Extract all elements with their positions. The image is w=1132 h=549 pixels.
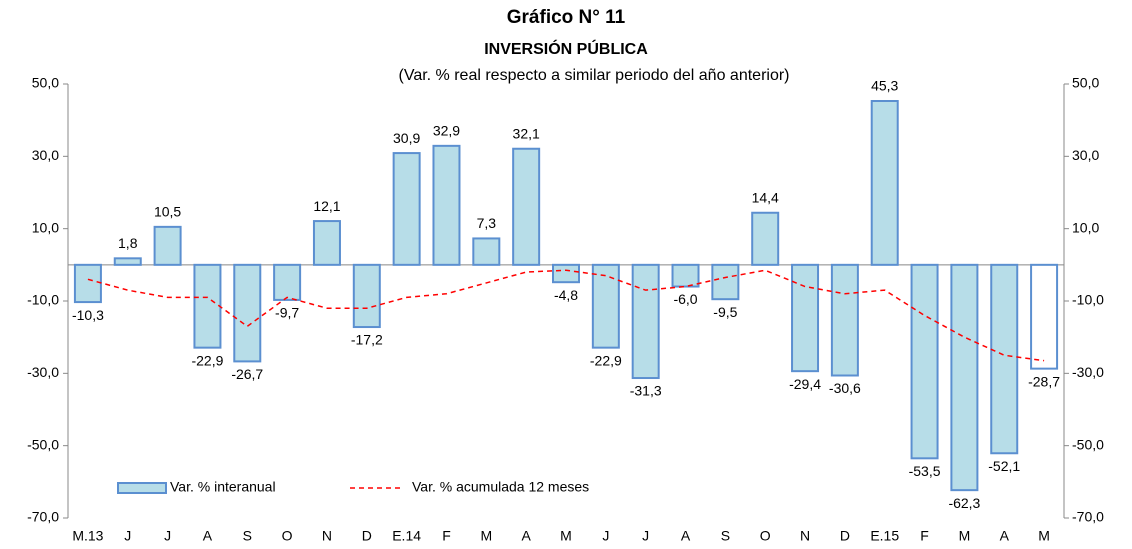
x-tick-label: A [1000,528,1010,544]
bar [910,263,939,460]
x-tick-label: E.15 [870,528,899,544]
bar [352,263,381,329]
x-tick-label: E.14 [392,528,421,544]
y-tick-label: 10,0 [32,219,59,235]
value-label: 7,3 [477,215,497,231]
bar [671,263,700,288]
x-tick-label: J [642,528,649,544]
bar [273,263,302,301]
y-tick-label: -10,0 [27,292,59,308]
value-label: -9,5 [713,304,737,320]
value-label: 1,8 [118,235,138,251]
value-label: -22,9 [191,352,223,368]
bar [392,152,421,266]
value-label: -30,6 [829,380,861,396]
x-tick-label: N [800,528,810,544]
value-label: 32,1 [513,125,540,141]
value-label: -62,3 [948,495,980,511]
x-tick-label: M [560,528,572,544]
x-tick-label: J [164,528,171,544]
value-label: -9,7 [275,305,299,321]
value-label: 30,9 [393,130,420,146]
value-label: 12,1 [313,198,340,214]
legend-label: Var. % acumulada 12 meses [412,479,589,495]
bar [950,263,979,492]
bar [312,220,341,266]
legend-swatch [117,482,167,494]
x-tick-label: J [602,528,609,544]
bar [432,144,461,266]
bar [233,263,262,363]
bar [791,263,820,373]
x-tick-label: M [480,528,492,544]
value-label: -53,5 [909,463,941,479]
y2-tick-label: -50,0 [1072,436,1104,452]
x-tick-label: D [840,528,850,544]
bar [552,263,580,284]
bar [830,263,859,377]
y-tick-label: -30,0 [27,364,59,380]
y-tick-label: 50,0 [32,75,59,91]
x-tick-label: S [721,528,730,544]
line [87,269,1045,362]
y-tick-label: -70,0 [27,509,59,525]
chart-subtitle: INVERSIÓN PÚBLICA [484,39,648,58]
bar [631,263,660,380]
y-tick-label: 30,0 [32,147,59,163]
chart-title: Gráfico N° 11 [507,7,626,28]
x-tick-label: D [362,528,372,544]
y2-tick-label: -10,0 [1072,292,1104,308]
x-tick-label: F [920,528,929,544]
x-tick-label: J [124,528,131,544]
value-label: -31,3 [630,383,662,399]
bar [512,147,541,266]
value-label: -26,7 [231,366,263,382]
value-label: 45,3 [871,78,898,94]
value-label: -29,4 [789,376,821,392]
x-tick-label: O [760,528,771,544]
legend-label: Var. % interanual [170,479,276,495]
y2-tick-label: 30,0 [1072,147,1099,163]
value-label: -17,2 [351,332,383,348]
x-tick-label: M [959,528,971,544]
bar [193,263,222,349]
value-label: -4,8 [554,287,578,303]
bar [1030,263,1059,370]
value-label: 32,9 [433,123,460,139]
x-tick-label: M [1038,528,1050,544]
y2-tick-label: -70,0 [1072,509,1104,525]
bar [990,263,1019,455]
bar [153,225,182,266]
value-label: -6,0 [673,291,697,307]
x-tick-label: A [521,528,531,544]
x-tick-label: F [442,528,451,544]
x-tick-label: M.13 [72,528,103,544]
bar [472,237,501,266]
y2-tick-label: -30,0 [1072,364,1104,380]
bar [870,99,899,266]
y-tick-label: -50,0 [27,436,59,452]
x-tick-label: O [282,528,293,544]
x-tick-label: S [243,528,252,544]
bar [591,263,620,349]
x-tick-label: A [203,528,213,544]
value-label: -52,1 [988,458,1020,474]
value-label: -28,7 [1028,373,1060,389]
y2-tick-label: 10,0 [1072,219,1099,235]
chart-note: (Var. % real respecto a similar periodo … [399,67,790,84]
bar [73,263,102,304]
bar [113,257,142,266]
bar [751,211,780,266]
x-tick-label: A [681,528,691,544]
y2-tick-label: 50,0 [1072,75,1099,91]
x-tick-label: N [322,528,332,544]
value-label: 14,4 [752,189,779,205]
value-label: -22,9 [590,352,622,368]
value-label: -10,3 [72,307,104,323]
bar [711,263,740,301]
value-label: 10,5 [154,204,181,220]
